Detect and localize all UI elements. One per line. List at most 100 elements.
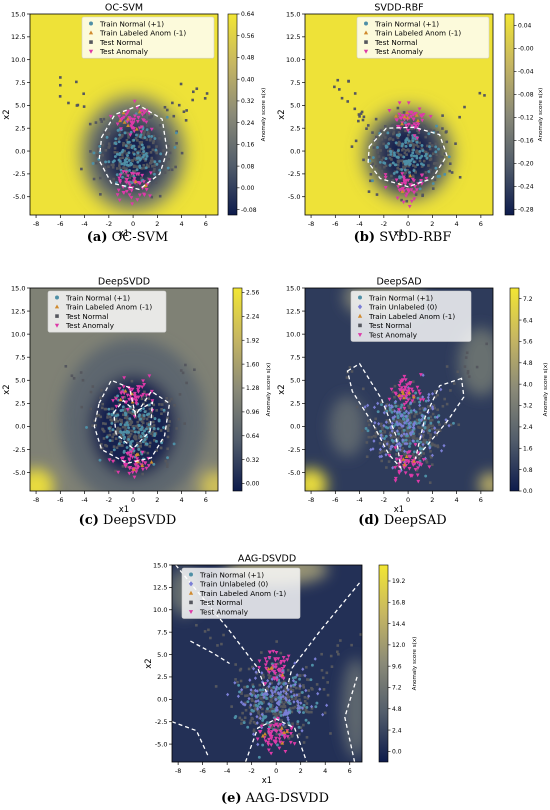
test-anomaly-point: [272, 724, 277, 728]
test-normal-point: [251, 699, 254, 702]
test-normal-point: [158, 403, 161, 406]
train-normal-point: [452, 421, 455, 425]
test-normal-point: [240, 722, 243, 725]
test-anomaly-point: [144, 466, 149, 471]
y-tick-label: 7.5: [15, 79, 25, 87]
train-normal-point: [279, 710, 282, 714]
test-normal-point: [137, 445, 140, 449]
test-anomaly-point: [126, 174, 131, 178]
test-anomaly-point: [124, 400, 129, 405]
test-normal-point: [99, 415, 103, 419]
y-tick-label: 2.5: [290, 125, 300, 133]
test-anomaly-point: [277, 737, 282, 741]
x-tick-label: 0: [131, 496, 135, 504]
train-unlabeled-point: [435, 415, 439, 420]
train-normal-point: [150, 134, 154, 138]
test-normal-point: [485, 342, 488, 346]
test-normal-point: [286, 722, 290, 726]
test-normal-point: [441, 127, 444, 130]
test-anomaly-point: [135, 198, 140, 202]
test-normal-point: [127, 435, 131, 439]
train-unlabeled-point: [256, 707, 260, 711]
test-normal-point: [140, 147, 143, 151]
test-normal-point: [272, 720, 276, 723]
test-anomaly-point: [274, 678, 279, 683]
test-normal-point: [133, 169, 137, 173]
decision-boundary: [367, 126, 448, 188]
train-unlabeled-point: [366, 403, 370, 408]
test-normal-point: [466, 371, 470, 375]
train-normal-point: [384, 144, 388, 148]
train-unlabeled-point: [240, 687, 244, 692]
train-unlabeled-point: [404, 414, 408, 419]
train-normal-point: [417, 421, 421, 425]
test-anomaly-point: [393, 479, 398, 483]
test-normal-point: [435, 433, 438, 437]
test-normal-point: [449, 423, 453, 427]
colorbar-tick-label: 0.00: [246, 481, 260, 488]
test-normal-point: [291, 688, 295, 692]
test-normal-point: [113, 147, 117, 150]
test-normal-point: [100, 120, 104, 123]
train-normal-point: [137, 414, 141, 418]
legend-marker: [357, 313, 363, 318]
test-normal-point: [283, 688, 287, 691]
y-axis-label: x2: [277, 384, 287, 394]
test-anomaly-point: [268, 650, 273, 655]
colorbar-tick-label: -0.08: [518, 92, 534, 99]
x-tick-label: 6: [479, 220, 483, 228]
test-anomaly-point: [140, 173, 145, 178]
test-anomaly-point: [394, 118, 399, 122]
train-normal-point: [246, 700, 250, 704]
test-normal-point: [122, 144, 125, 147]
test-normal-point: [152, 424, 156, 427]
train-normal-point: [414, 391, 418, 395]
colorbar-label: Anomaly score s(x): [538, 88, 544, 142]
test-normal-point: [123, 149, 127, 153]
test-normal-point: [411, 436, 415, 440]
train-normal-point: [422, 163, 425, 167]
test-normal-point: [220, 642, 223, 646]
colorbar-label: Anomaly score s(x): [543, 363, 549, 417]
train-normal-point: [91, 162, 95, 165]
test-normal-point: [425, 144, 429, 148]
train-normal-point: [397, 432, 401, 436]
train-normal-point: [174, 131, 178, 135]
train-unlabeled-point: [296, 703, 300, 708]
test-normal-point: [145, 417, 149, 421]
colorbar-tick-label: 19.2: [392, 578, 406, 585]
train-normal-point: [127, 158, 131, 162]
test-normal-point: [132, 451, 135, 454]
train-normal-point: [414, 410, 418, 414]
test-normal-point: [388, 156, 392, 160]
test-normal-point: [449, 389, 452, 392]
x-tick-label: -4: [81, 496, 87, 504]
test-normal-point: [270, 688, 274, 691]
test-normal-point: [465, 351, 469, 355]
test-anomaly-point: [402, 406, 407, 411]
test-normal-point: [445, 130, 448, 133]
test-normal-point: [126, 131, 130, 135]
test-normal-point: [174, 165, 177, 169]
test-normal-point: [380, 450, 383, 453]
x-tick-label: 0: [406, 220, 410, 228]
boundary-contour: [367, 126, 448, 188]
train-normal-point: [98, 144, 102, 148]
train-unlabeled-point: [303, 673, 307, 678]
test-normal-point: [406, 141, 410, 145]
test-normal-point: [143, 186, 147, 190]
test-normal-point: [396, 404, 400, 408]
train-normal-point: [382, 161, 386, 165]
test-anomaly-point: [141, 379, 145, 383]
train-normal-point: [402, 155, 406, 159]
train-unlabeled-point: [407, 421, 411, 426]
test-normal-point: [252, 692, 256, 696]
train-normal-point: [147, 403, 151, 407]
train-labeled-anom-point: [269, 665, 274, 670]
test-normal-point: [374, 164, 378, 168]
train-normal-point: [85, 426, 88, 429]
train-unlabeled-point: [421, 395, 425, 399]
train-labeled-anom-point: [412, 459, 416, 463]
test-normal-point: [306, 678, 309, 681]
legend-label: Train Unlabeled (0): [368, 303, 437, 312]
